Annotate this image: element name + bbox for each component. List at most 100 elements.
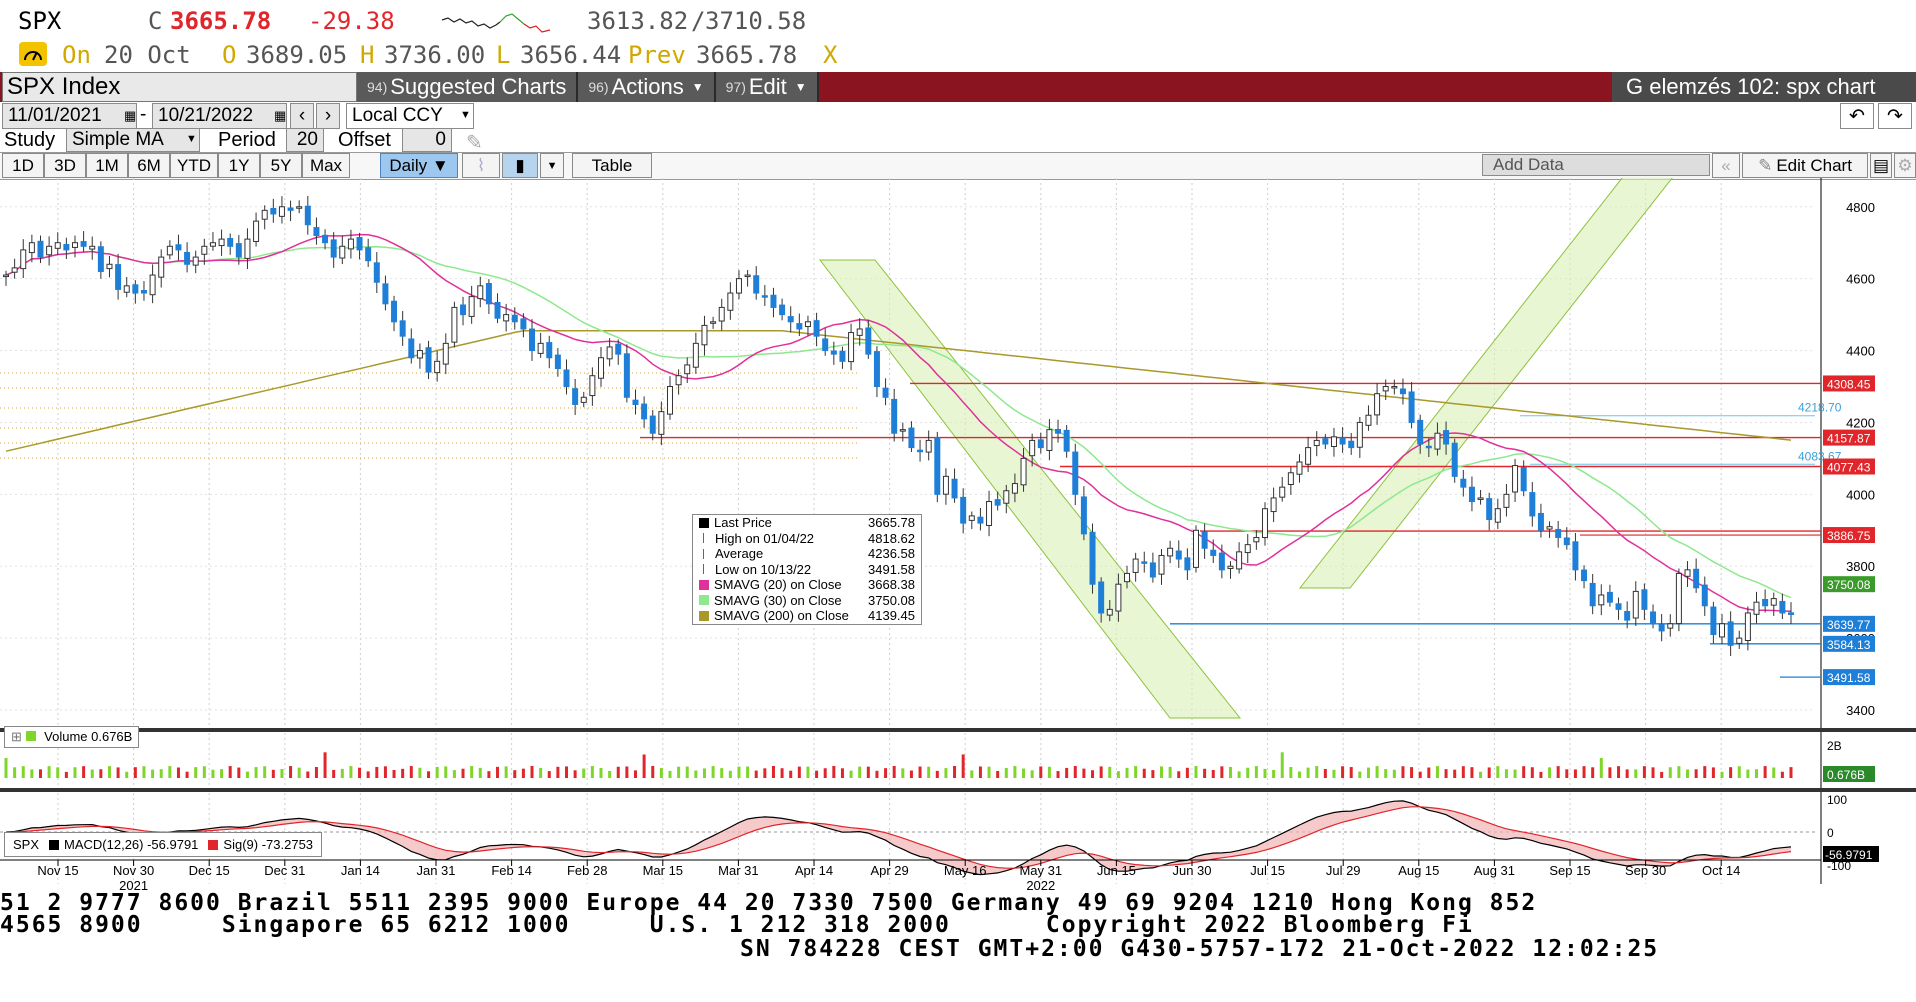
candle-body <box>1399 388 1406 395</box>
volume-bar <box>1487 767 1491 778</box>
close-x-button[interactable]: X <box>823 41 838 69</box>
tab-1y[interactable]: 1Y <box>218 153 260 178</box>
volume-bar <box>1030 770 1034 778</box>
offset-input[interactable]: 0 <box>402 128 452 152</box>
tab-6m[interactable]: 6M <box>128 153 170 178</box>
candle-body <box>1434 432 1441 450</box>
tab-1m[interactable]: 1M <box>86 153 128 178</box>
collapse-icon[interactable]: « <box>1712 153 1740 178</box>
tab-5y[interactable]: 5Y <box>260 153 302 178</box>
add-data-input[interactable]: Add Data <box>1482 154 1710 176</box>
suggested-charts-menu[interactable]: 94) Suggested Charts <box>357 72 579 102</box>
volume-bar <box>884 768 888 778</box>
x-tick-label: Nov 15 <box>37 863 78 878</box>
volume-bar <box>1332 769 1336 778</box>
volume-bar <box>556 766 560 778</box>
volume-bar <box>30 769 34 778</box>
prev-period-button[interactable]: ‹ <box>290 103 314 129</box>
undo-icon[interactable]: ↶ <box>1840 103 1874 129</box>
actions-menu[interactable]: 96) Actions ▼ <box>578 72 716 102</box>
chart-title[interactable]: G elemzés 102: spx chart <box>1612 72 1916 102</box>
price-chart[interactable]: 340036003800400042004400460048004218.704… <box>0 178 1916 908</box>
candle-body <box>1287 472 1294 486</box>
x-tick-label: May 16 <box>944 863 987 878</box>
study-row: Study Simple MA ▼ Period 20 Offset 0 ✎ <box>0 128 1916 154</box>
study-select[interactable]: Simple MA <box>66 128 200 152</box>
next-period-button[interactable]: › <box>316 103 340 129</box>
candle-body <box>149 274 156 296</box>
bar-style-icon[interactable]: ▮ <box>502 153 538 178</box>
candle-body <box>235 243 242 258</box>
security-field[interactable]: SPX Index <box>2 72 357 102</box>
candle-body <box>1477 497 1484 500</box>
volume-bar <box>1608 767 1612 778</box>
table-tab[interactable]: Table <box>572 153 652 178</box>
gear-icon[interactable]: ⚙ <box>1894 153 1916 178</box>
volume-bar <box>987 766 991 778</box>
currency-select[interactable]: Local CCY <box>346 103 474 129</box>
candle-body <box>934 437 941 495</box>
ticker[interactable]: SPX <box>18 7 62 35</box>
volume-bar <box>1435 766 1439 778</box>
volume-swatch <box>25 731 36 741</box>
study-label: Study <box>4 128 56 151</box>
chart-settings-icon[interactable]: ▤ <box>1870 153 1892 178</box>
legend-row: SMAVG (30) on Close 3750.08 <box>693 593 921 609</box>
expand-icon[interactable]: ⊞ <box>11 729 22 744</box>
volume-bar <box>99 769 103 778</box>
volume-bar <box>625 766 629 778</box>
candle-body <box>735 278 742 294</box>
candle-body <box>477 285 484 300</box>
edit-chart-button[interactable]: ✎ Edit Chart <box>1742 153 1868 178</box>
candle-body <box>1529 492 1536 517</box>
candle-body <box>848 332 855 363</box>
volume-bar <box>944 768 948 778</box>
volume-bar <box>1263 768 1267 778</box>
calendar-icon[interactable]: ▦ <box>274 108 287 123</box>
candle-body <box>649 415 656 434</box>
volume-bar <box>806 766 810 778</box>
tab-ytd[interactable]: YTD <box>170 153 218 178</box>
macd-swatch <box>49 839 60 850</box>
candle-body <box>1727 621 1734 646</box>
pencil-icon[interactable]: ✎ <box>466 132 483 154</box>
price-label: 4077.43 <box>1827 461 1871 475</box>
volume-bar <box>228 766 232 778</box>
candle-body <box>132 284 139 294</box>
x-tick-label: May 31 <box>1019 863 1062 878</box>
redo-icon[interactable]: ↷ <box>1878 103 1912 129</box>
period-input[interactable]: 20 <box>286 128 324 152</box>
volume-bar <box>1306 767 1310 778</box>
candle-body <box>1020 457 1027 486</box>
start-date-input[interactable]: 11/01/2021 <box>2 103 137 129</box>
candle-body <box>209 242 216 247</box>
volume-bar <box>1073 766 1077 778</box>
tab-1d[interactable]: 1D <box>2 153 44 178</box>
candle-body <box>330 239 337 258</box>
volume-bar <box>1315 766 1319 778</box>
tab-3d[interactable]: 3D <box>44 153 86 178</box>
line-style-icon[interactable]: ⌇ <box>462 153 500 178</box>
candle-body <box>1037 439 1044 449</box>
sparkline <box>441 13 551 33</box>
volume-bar <box>1634 769 1638 778</box>
volume-bar <box>323 752 327 778</box>
legend-value: 4139.45 <box>868 608 915 624</box>
signal-swatch <box>208 839 219 850</box>
dropdown-arrow-icon: ▼ <box>186 133 197 145</box>
volume-bar <box>720 768 724 778</box>
high-value: 3736.00 <box>384 41 486 69</box>
edit-menu[interactable]: 97) Edit ▼ <box>715 72 819 102</box>
volume-bar <box>892 766 896 778</box>
volume-bar <box>1763 766 1767 778</box>
gauge-icon[interactable] <box>19 42 47 66</box>
candle-body <box>1011 483 1018 494</box>
end-date-input[interactable]: 10/21/2022 <box>152 103 287 129</box>
candle-body <box>968 515 975 521</box>
tab-max[interactable]: Max <box>302 153 350 178</box>
calendar-icon[interactable]: ▦ <box>124 108 137 123</box>
volume-bar <box>1349 767 1353 778</box>
volume-bar <box>875 770 879 778</box>
dropdown-arrow-icon[interactable]: ▼ <box>540 153 564 178</box>
frequency-select[interactable]: Daily ▼ <box>380 153 458 178</box>
